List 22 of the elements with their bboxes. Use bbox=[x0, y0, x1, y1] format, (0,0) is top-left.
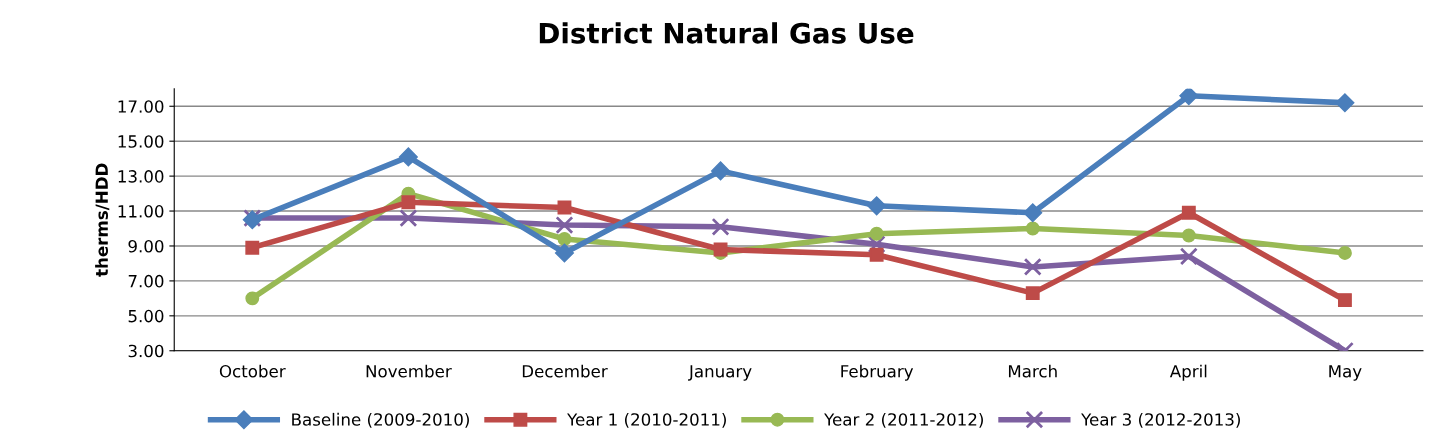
legend-label: Year 2 (2011-2012) bbox=[824, 412, 983, 428]
y-tick-label: 15.00 bbox=[118, 135, 164, 148]
y-tick-label: 9.00 bbox=[128, 239, 164, 253]
x-tick-label: December bbox=[522, 364, 608, 378]
y-tick-label: 17.00 bbox=[118, 100, 164, 113]
legend-label: Year 3 (2012-2013) bbox=[1081, 412, 1240, 428]
x-tick-label: November bbox=[366, 364, 452, 378]
chart-title: District Natural Gas Use bbox=[539, 22, 914, 44]
y-axis-title: therms/HDD bbox=[95, 163, 110, 277]
y-tick-label: 5.00 bbox=[128, 309, 164, 323]
y-tick-label: 7.00 bbox=[128, 274, 164, 288]
x-tick-label: April bbox=[1169, 364, 1207, 381]
legend-label: Baseline (2009-2010) bbox=[292, 412, 469, 428]
x-tick-label: May bbox=[1329, 365, 1362, 381]
x-tick-label: February bbox=[841, 364, 914, 381]
y-tick-label: 13.00 bbox=[118, 170, 164, 183]
y-tick-label: 3.00 bbox=[128, 344, 164, 358]
x-tick-label: January bbox=[688, 365, 752, 381]
legend-label: Year 1 (2010-2011) bbox=[567, 412, 726, 428]
x-tick-label: March bbox=[1008, 364, 1057, 378]
y-tick-label: 11.00 bbox=[118, 205, 164, 218]
x-tick-label: October bbox=[219, 364, 286, 378]
